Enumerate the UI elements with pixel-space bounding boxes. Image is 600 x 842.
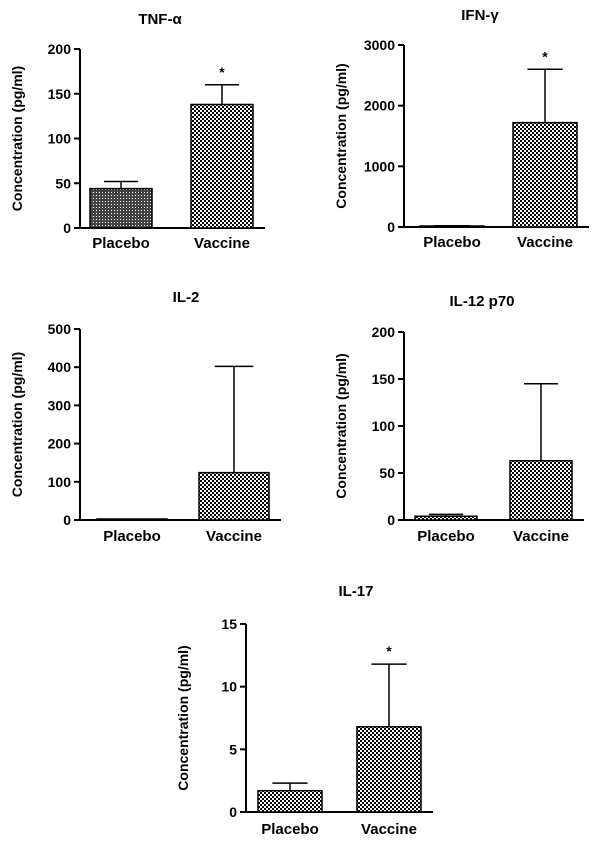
y-tick-label: 150 <box>48 86 72 102</box>
y-tick-label: 200 <box>372 324 396 340</box>
y-tick-label: 0 <box>63 220 71 236</box>
chart-panel-0: TNF-α Concentration (pg/ml) 0 50 100 150 200 Pl… <box>9 11 265 252</box>
x-tick-label: Vaccine <box>361 821 417 838</box>
y-tick-label: 100 <box>48 131 72 147</box>
x-tick-label: Vaccine <box>517 234 573 251</box>
y-tick-label: 400 <box>48 359 72 375</box>
y-axis-label: Concentration (pg/ml) <box>9 352 25 497</box>
bar-placebo <box>414 515 478 521</box>
x-tick-label: Vaccine <box>194 235 250 252</box>
chart-title: IL-17 <box>338 583 373 600</box>
y-tick-label: 300 <box>48 397 72 413</box>
bar-placebo <box>89 187 153 229</box>
bar-vaccine <box>509 460 573 521</box>
chart-panel-2: IL-2 Concentration (pg/ml) 0 100 200 300 400 50… <box>9 289 281 545</box>
y-tick-label: 10 <box>221 679 237 695</box>
x-tick-label: Placebo <box>103 528 161 545</box>
significance-marker: * <box>386 643 392 659</box>
y-tick-label: 200 <box>48 41 72 57</box>
x-tick-label: Vaccine <box>206 528 262 545</box>
chart-panel-1: IFN-γ Concentration (pg/ml) 0 1000 2000 3000 P… <box>333 7 589 251</box>
y-tick-label: 0 <box>229 804 237 820</box>
y-tick-label: 200 <box>48 436 72 452</box>
y-axis-label: Concentration (pg/ml) <box>333 353 349 498</box>
y-tick-label: 0 <box>387 512 395 528</box>
y-axis-label: Concentration (pg/ml) <box>9 66 25 211</box>
x-tick-label: Placebo <box>417 528 475 545</box>
y-tick-label: 2000 <box>364 98 395 114</box>
x-tick-label: Placebo <box>261 821 319 838</box>
y-tick-label: 150 <box>372 371 396 387</box>
y-tick-label: 100 <box>372 418 396 434</box>
y-axis-label: Concentration (pg/ml) <box>333 63 349 208</box>
significance-marker: * <box>219 64 225 80</box>
chart-title: IL-12 p70 <box>449 293 514 310</box>
y-tick-label: 100 <box>48 474 72 490</box>
y-tick-label: 0 <box>63 512 71 528</box>
y-axis-label: Concentration (pg/ml) <box>175 645 191 790</box>
chart-title: IFN-γ <box>461 7 499 24</box>
y-tick-label: 5 <box>229 741 237 757</box>
bar-placebo <box>96 518 168 521</box>
chart-title: TNF-α <box>138 11 182 28</box>
bar-vaccine <box>190 103 254 229</box>
y-tick-label: 15 <box>221 616 237 632</box>
y-tick-label: 3000 <box>364 37 395 53</box>
x-tick-label: Placebo <box>423 234 481 251</box>
y-tick-label: 500 <box>48 321 72 337</box>
y-tick-label: 50 <box>55 175 71 191</box>
y-tick-label: 0 <box>387 219 395 235</box>
bar-placebo <box>257 789 323 813</box>
bar-vaccine <box>198 471 270 521</box>
significance-marker: * <box>542 48 548 64</box>
chart-panel-3: IL-12 p70 Concentration (pg/ml) 0 50 100 150 2… <box>333 293 584 545</box>
y-tick-label: 1000 <box>364 158 395 174</box>
x-tick-label: Placebo <box>92 235 150 252</box>
chart-title: IL-2 <box>173 289 200 306</box>
bar-vaccine <box>512 121 578 228</box>
chart-panel-4: IL-17 Concentration (pg/ml) 0 5 10 15 Placebo *… <box>175 583 433 838</box>
x-tick-label: Vaccine <box>513 528 569 545</box>
y-tick-label: 50 <box>379 465 395 481</box>
bar-vaccine <box>356 726 422 813</box>
